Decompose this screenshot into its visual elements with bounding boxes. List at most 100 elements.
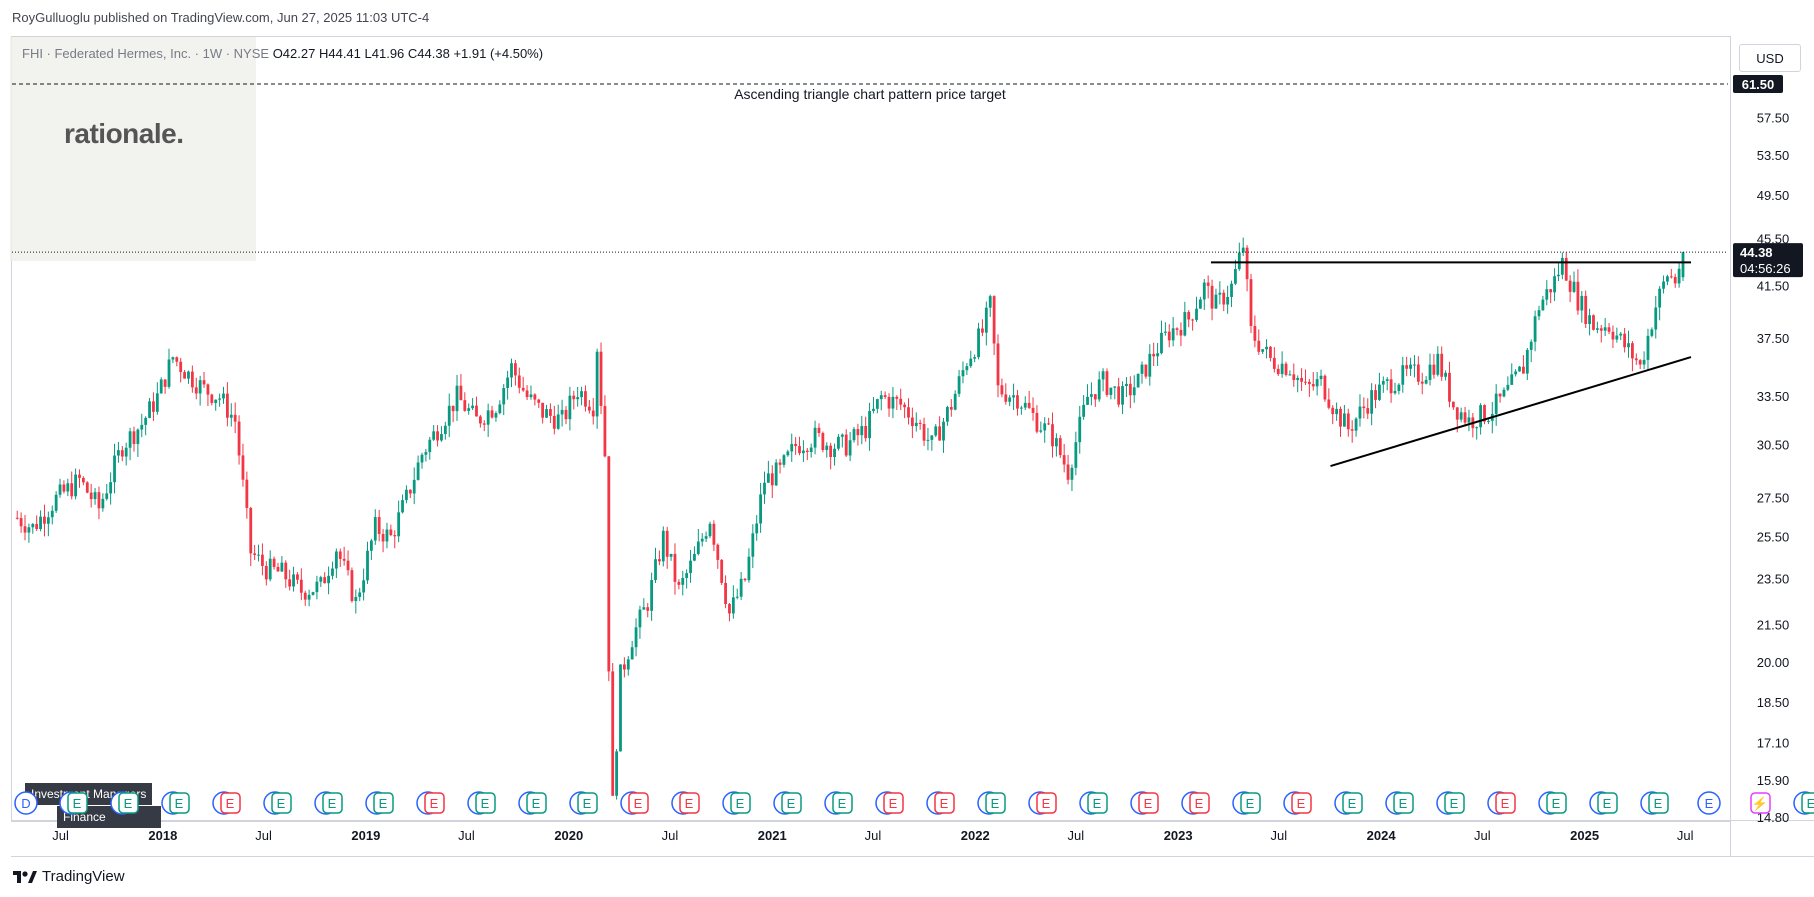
- target-price-label-bg: [1733, 75, 1783, 93]
- candle-body: [1467, 417, 1471, 423]
- candle-body: [1031, 407, 1035, 413]
- candle-body: [463, 400, 467, 411]
- candle-body: [1237, 252, 1241, 270]
- rationale-logo: rationale.: [64, 118, 184, 149]
- candle-body: [506, 377, 510, 389]
- candle-body: [1545, 289, 1549, 300]
- earnings-marker-icon: [1189, 792, 1210, 814]
- candle-body: [1413, 364, 1416, 366]
- candle-body: [311, 592, 315, 595]
- candle-body: [580, 391, 583, 398]
- candle-body: [1444, 372, 1447, 377]
- candle-body: [183, 372, 186, 379]
- candle-body: [1304, 381, 1307, 383]
- candle-body: [661, 530, 665, 562]
- candle-body: [724, 582, 727, 605]
- candle-body: [377, 517, 381, 534]
- candle-body: [1537, 310, 1541, 317]
- candle-body: [124, 447, 128, 457]
- candle-body: [840, 434, 844, 437]
- candle-body: [969, 358, 973, 367]
- candle-body: [113, 455, 116, 483]
- candle-body: [693, 553, 696, 561]
- candle-body: [1062, 455, 1066, 465]
- tradingview-brand[interactable]: TradingView: [12, 868, 125, 885]
- y-tick-label: 33.50: [1757, 389, 1790, 404]
- candle-body: [1424, 379, 1428, 384]
- candle-body: [786, 451, 790, 456]
- candle-body: [1416, 364, 1420, 382]
- candle-body: [175, 357, 179, 362]
- candle-body: [619, 664, 622, 752]
- candle-body: [58, 484, 62, 495]
- candle-body: [1288, 374, 1292, 376]
- candle-body: [856, 429, 860, 436]
- candle-body: [1202, 282, 1206, 300]
- candle-body: [681, 577, 685, 585]
- candle-body: [584, 391, 587, 407]
- candle-body: [576, 397, 580, 400]
- candle-body: [630, 647, 634, 660]
- candle-body: [120, 450, 124, 457]
- candle-body: [346, 560, 350, 571]
- dividend-marker-icon: [14, 791, 38, 815]
- candle-body: [233, 414, 237, 422]
- candle-body: [946, 407, 949, 422]
- target-annotation[interactable]: Ascending triangle chart pattern price t…: [734, 86, 1006, 102]
- candle-body: [128, 431, 132, 448]
- candle-body: [171, 357, 175, 360]
- candle-body: [603, 405, 607, 457]
- candle-body: [755, 523, 759, 534]
- candle-body: [1160, 332, 1163, 354]
- candle-body: [1043, 423, 1047, 431]
- candle-body: [89, 492, 93, 500]
- candle-body: [689, 560, 692, 574]
- candle-body: [1167, 331, 1171, 341]
- candle-body: [1420, 381, 1424, 384]
- event-marker-label: E: [328, 796, 337, 811]
- candle-body: [833, 448, 836, 458]
- chart-pane[interactable]: [11, 36, 1731, 822]
- x-tick-label: Jul: [458, 828, 475, 843]
- candle-body: [1191, 319, 1195, 321]
- candle-body: [81, 477, 85, 483]
- earnings-marker-icon: [1648, 792, 1669, 814]
- candle-body: [1097, 379, 1101, 400]
- candle-body: [1105, 371, 1109, 395]
- x-tick-label: 2023: [1164, 828, 1193, 843]
- symbol-legend[interactable]: FHI · Federated Hermes, Inc. · 1W · NYSE…: [22, 46, 543, 61]
- candle-body: [1198, 299, 1202, 309]
- candle-body: [934, 426, 938, 436]
- last-price-label: 44.38: [1740, 245, 1773, 260]
- event-marker-label: E: [1246, 796, 1255, 811]
- candle-body: [1261, 349, 1265, 352]
- candle-body: [1572, 281, 1576, 292]
- event-marker-label: E: [889, 796, 898, 811]
- currency-button[interactable]: USD: [1739, 44, 1801, 72]
- candle-body: [1389, 379, 1393, 394]
- candle-body: [813, 427, 817, 448]
- candle-body: [1125, 383, 1128, 387]
- candle-body: [1553, 276, 1556, 293]
- candle-body: [486, 410, 490, 425]
- earnings-marker-icon: [1750, 792, 1771, 814]
- candle-body: [467, 408, 471, 411]
- candle-body: [1506, 384, 1510, 390]
- candle-body: [1023, 402, 1027, 408]
- candle-body: [622, 664, 626, 670]
- earnings-marker-icon: [271, 792, 292, 814]
- candle-body: [229, 414, 233, 418]
- earnings-marker-icon: [1444, 792, 1465, 814]
- candle-body: [31, 524, 35, 528]
- candle-body: [167, 359, 171, 387]
- candle-body: [1599, 328, 1603, 331]
- x-tick-label: 2020: [554, 828, 583, 843]
- candle-body: [922, 424, 926, 441]
- candle-body: [1051, 424, 1054, 447]
- earnings-marker-icon: [475, 792, 496, 814]
- candle-body: [1358, 406, 1362, 419]
- candle-body: [350, 570, 354, 601]
- candle-body: [696, 541, 700, 554]
- candle-body: [268, 558, 272, 580]
